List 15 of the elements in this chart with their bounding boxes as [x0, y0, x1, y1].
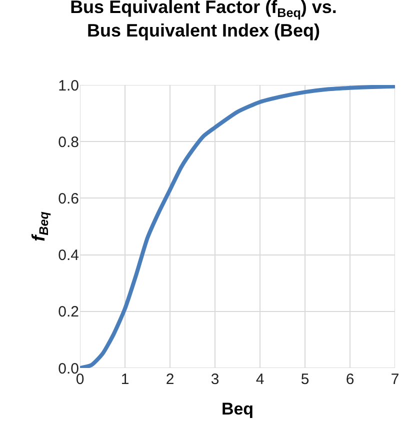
x-tick-label: 5 — [300, 371, 310, 388]
chart-title: Bus Equivalent Factor (f$_{Beq}$) vs. Bus Equivalent Index (Beq) — [70, 0, 337, 41]
x-tick-label: 1 — [120, 371, 130, 388]
y-tick-label: 0.4 — [58, 247, 79, 264]
y-tick-label: 1.0 — [58, 77, 79, 94]
y-tick-label: 0.8 — [58, 134, 79, 151]
x-tick-label: 3 — [210, 371, 220, 388]
x-axis-title: Beq — [221, 399, 254, 418]
y-tick-label: 0.2 — [58, 304, 79, 321]
x-tick-label: 4 — [256, 371, 264, 388]
x-tick-label: 7 — [390, 371, 400, 388]
x-tick-label: 2 — [166, 371, 174, 388]
x-tick-label: 6 — [346, 371, 354, 388]
line-series — [80, 85, 395, 368]
y-tick-label: 0.6 — [58, 190, 79, 208]
